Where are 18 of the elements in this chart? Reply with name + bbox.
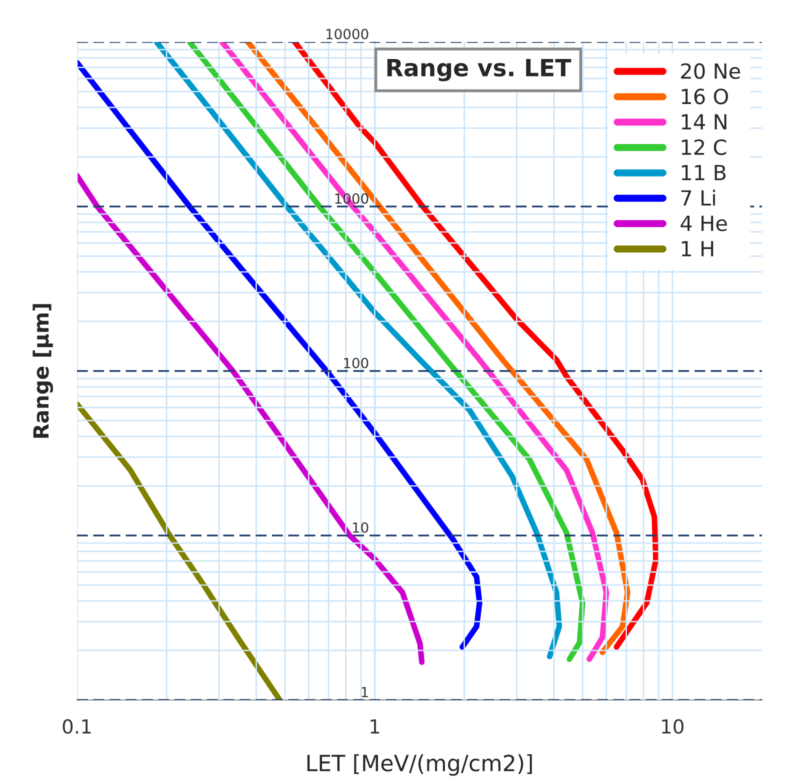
y-tick-label: 1 (362, 686, 368, 698)
legend-label: 1 H (682, 241, 714, 256)
legend-label: 16 O (682, 88, 728, 104)
y-axis-title: Range [μm] (32, 304, 54, 438)
legend-label: 14 N (682, 114, 726, 130)
y-tick-label: 100 (344, 358, 368, 368)
x-tick-label: 10 (662, 719, 684, 734)
legend-label: 7 Li (681, 190, 715, 206)
legend-label: 12 C (682, 139, 726, 156)
legend-label: 4 He (680, 216, 727, 232)
text: Range vs. LET (387, 58, 572, 82)
legend-label: 20 Ne (681, 63, 740, 79)
y-tick-label: 10 (352, 522, 368, 533)
y-tick-label: 10000 (326, 28, 368, 40)
x-tick-label: 0.1 (62, 719, 91, 734)
legend-label: 11 B (682, 164, 726, 180)
x-axis-title: LET [MeV/(mg/cm2)] (307, 754, 532, 776)
x-tick-label: 1 (370, 719, 380, 734)
